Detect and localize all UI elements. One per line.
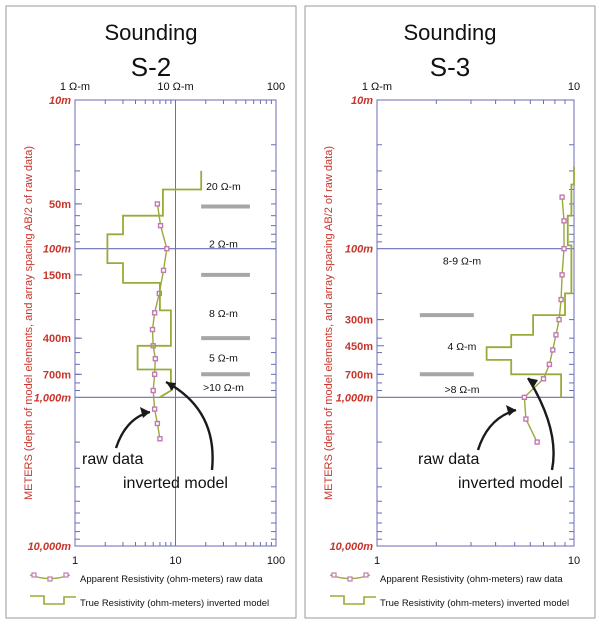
raw-data-point	[149, 326, 156, 333]
raw-data-point	[559, 272, 565, 278]
raw-data-point	[151, 371, 158, 378]
layer-resistivity-label: 4 Ω-m	[448, 341, 477, 353]
legend-raw-point	[31, 572, 37, 578]
arrowhead	[506, 405, 516, 416]
arrowhead	[166, 382, 176, 391]
layer-resistivity-label: 5 Ω-m	[209, 353, 238, 365]
raw-data-point	[556, 316, 562, 323]
raw-data-point	[151, 406, 158, 412]
chart-subtitle: S-2	[131, 52, 171, 82]
inverted-model-line	[106, 170, 203, 399]
raw-data-point	[561, 245, 567, 252]
y-tick-label: 450m	[345, 341, 373, 353]
chart-panel-s3: Sounding S-3 METERS (depth of model elemen…	[304, 5, 596, 619]
raw-data-point	[157, 436, 163, 442]
legend-raw-point	[347, 576, 353, 582]
x-tick-label-bottom: 1	[374, 555, 380, 567]
inverted-model-line	[485, 166, 575, 398]
arrowhead	[140, 407, 150, 418]
inverted-model-arrow	[165, 380, 214, 471]
y-axis-label: METERS (depth of model elements, and arr…	[323, 146, 335, 500]
raw-data-point	[521, 394, 528, 401]
x-tick-label-bottom: 1	[72, 555, 78, 567]
raw-data-point	[152, 356, 159, 362]
legend-model-swatch	[30, 595, 76, 605]
chart-subtitle: S-3	[430, 52, 470, 82]
raw-data-point	[550, 347, 556, 353]
y-tick-label: 1,000m	[336, 392, 374, 404]
raw-data-point	[559, 194, 565, 200]
y-axis-label: METERS (depth of model elements, and arr…	[23, 146, 35, 500]
raw-data-point	[523, 416, 529, 422]
y-tick-label: 100m	[43, 244, 71, 256]
y-tick-label: 10m	[351, 95, 373, 107]
y-tick-label: 1,000m	[34, 392, 72, 404]
legend-raw-point	[47, 576, 53, 582]
layer-resistivity-label: >10 Ω-m	[203, 382, 244, 394]
inverted-model-arrow	[526, 377, 555, 471]
raw-data-point	[540, 376, 547, 382]
legend-raw-point	[63, 572, 69, 578]
legend-model-swatch	[330, 595, 376, 605]
raw-data-curve	[151, 203, 168, 439]
raw-data-point	[553, 332, 559, 338]
raw-data-point	[558, 296, 564, 303]
layer-resistivity-label: 8-9 Ω-m	[443, 255, 481, 267]
y-tick-label: 700m	[43, 369, 71, 381]
inverted-model-annotation: inverted model	[123, 475, 228, 492]
raw-data-annotation: raw data	[418, 451, 479, 468]
layer-resistivity-label: 8 Ω-m	[209, 308, 238, 320]
raw-data-point	[151, 310, 158, 316]
raw-data-point	[154, 420, 161, 427]
y-tick-label: 10,000m	[28, 541, 72, 553]
y-tick-label: 300m	[345, 315, 373, 327]
x-tick-label-top: 1 Ω-m	[362, 81, 392, 93]
legend: Apparent Resistivity (ohm-meters) raw da…	[329, 572, 569, 609]
raw-data-point	[164, 245, 170, 252]
legend-raw-point	[363, 572, 369, 578]
y-tick-label: 700m	[345, 369, 373, 381]
raw-data-point	[160, 267, 167, 274]
raw-data-point	[157, 222, 164, 229]
inverted-model-annotation: inverted model	[458, 475, 563, 492]
x-tick-label-top: 100	[267, 81, 285, 93]
panel-frame	[304, 5, 596, 619]
x-tick-label-top: 1 Ω-m	[60, 81, 90, 93]
y-tick-label: 50m	[49, 199, 71, 211]
chart-title: Sounding	[404, 20, 497, 45]
legend-raw-label: Apparent Resistivity (ohm-meters) raw da…	[80, 574, 263, 585]
raw-data-point	[561, 218, 567, 224]
legend-raw-point	[331, 572, 337, 578]
raw-data-point	[154, 201, 161, 207]
y-tick-label: 10,000m	[330, 541, 374, 553]
chart-title: Sounding	[105, 20, 198, 45]
layer-resistivity-label: 20 Ω-m	[206, 181, 241, 193]
panel-frame	[5, 5, 297, 619]
arrowhead	[528, 378, 538, 388]
y-tick-label: 400m	[43, 333, 71, 345]
y-tick-label: 10m	[49, 95, 71, 107]
y-tick-label: 100m	[345, 244, 373, 256]
legend-model-label: True Resistivity (ohm-meters) inverted m…	[80, 598, 269, 609]
chart-panel-s2: Sounding S-2 METERS (depth of model elemen…	[5, 5, 297, 619]
x-tick-label-bottom: 10	[169, 555, 181, 567]
x-tick-label-bottom: 10	[568, 555, 580, 567]
y-tick-label: 150m	[43, 270, 71, 282]
x-tick-label-top: 10	[568, 81, 580, 93]
raw-data-point	[546, 361, 553, 368]
legend-model-label: True Resistivity (ohm-meters) inverted m…	[380, 598, 569, 609]
legend: Apparent Resistivity (ohm-meters) raw da…	[29, 572, 269, 609]
raw-data-annotation: raw data	[82, 451, 143, 468]
layer-resistivity-label: >8 Ω-m	[444, 384, 479, 396]
raw-data-point	[534, 439, 540, 445]
legend-raw-label: Apparent Resistivity (ohm-meters) raw da…	[380, 574, 563, 585]
plot-area	[376, 99, 575, 547]
layer-resistivity-label: 2 Ω-m	[209, 238, 238, 250]
raw-data-point	[150, 387, 156, 394]
x-tick-label-top: 10 Ω-m	[157, 81, 193, 93]
x-tick-label-bottom: 100	[267, 555, 285, 567]
